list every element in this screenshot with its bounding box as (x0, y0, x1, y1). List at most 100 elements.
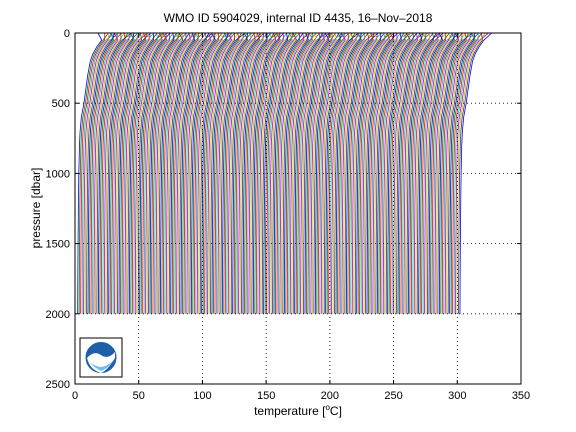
profile-line (199, 32, 233, 314)
profile-line (440, 32, 470, 314)
profile-line (267, 32, 293, 314)
profile-line (360, 32, 386, 314)
profile-line (282, 32, 310, 314)
profile-line (97, 32, 132, 314)
profile-line (214, 32, 240, 314)
profile-line (134, 32, 168, 314)
profile-line (189, 32, 216, 314)
profile-line (136, 32, 164, 314)
profile-line (204, 32, 236, 314)
profile-line (179, 32, 213, 314)
profile-line (456, 32, 486, 314)
profile-line (182, 32, 207, 314)
profile-line (78, 32, 109, 314)
profile-line (242, 33, 268, 314)
profile-line (139, 32, 171, 314)
profile-line (162, 32, 197, 314)
profile-line (233, 32, 262, 314)
profile-line (286, 32, 314, 314)
profile-line (372, 33, 398, 314)
profile-line (437, 33, 463, 314)
profile-line (304, 32, 330, 314)
profile-line (196, 32, 226, 314)
profile-line (294, 32, 323, 314)
profile-line (310, 32, 340, 314)
profile-line (365, 32, 391, 314)
profile-line (81, 32, 116, 314)
profile-line (326, 32, 356, 314)
profile-line (375, 32, 405, 314)
profile-line (92, 32, 119, 314)
profile-line (371, 32, 401, 314)
profile-line (285, 32, 317, 314)
profile-line (193, 33, 219, 314)
profile-line (317, 32, 350, 314)
profile-line (90, 32, 122, 314)
profile-line (276, 32, 311, 314)
profile-line (93, 32, 119, 314)
profile-line (306, 32, 336, 314)
x-axis-label-prefix: temperature [ (254, 404, 326, 418)
y-axis-label: pressure [dbar] (29, 168, 43, 249)
profile-line (109, 32, 135, 314)
profile-line (145, 33, 171, 314)
profile-line (130, 32, 165, 314)
profile-line (379, 32, 408, 314)
profile-line (249, 32, 278, 314)
profile-line (273, 32, 304, 314)
profile-line (459, 32, 492, 314)
profile-line (241, 32, 272, 314)
profile-line (120, 32, 148, 314)
profile-line (430, 32, 455, 314)
profile-line (272, 32, 298, 314)
profile-line (236, 32, 268, 314)
profile-line (105, 32, 131, 314)
profile-line (314, 32, 343, 314)
profile-line (213, 32, 242, 314)
profile-line (127, 32, 158, 314)
profile-line (207, 32, 233, 314)
profile-line (254, 32, 281, 314)
profile-line (121, 32, 147, 314)
profile-line (444, 32, 473, 314)
profile-line (77, 32, 103, 314)
profile-line (450, 32, 476, 314)
profile-line (382, 32, 414, 314)
profile-line (112, 33, 138, 314)
profile-line (300, 32, 326, 314)
profile-line (94, 32, 125, 314)
profile-line (409, 32, 435, 314)
profile-line (297, 32, 330, 314)
profile-line (291, 33, 317, 314)
profile-line (295, 32, 321, 314)
profile-line (289, 32, 320, 314)
profile-line (353, 32, 379, 314)
profile-line (165, 32, 191, 314)
profile-line (235, 32, 261, 314)
profile-line (84, 32, 110, 314)
profile-line (298, 32, 327, 314)
profile-line (458, 32, 483, 314)
profile-line (323, 33, 349, 314)
profile-line (363, 32, 392, 314)
profile-line (202, 32, 228, 314)
profile-line (385, 32, 411, 314)
profile-line (187, 32, 220, 314)
x-tick-label: 100 (193, 390, 211, 402)
profile-line (263, 32, 289, 314)
profile-line (422, 32, 457, 314)
profile-line (198, 32, 224, 314)
profile-line (176, 32, 207, 314)
profile-line (313, 32, 346, 314)
profile-line (407, 32, 437, 314)
profile-line (453, 33, 479, 314)
x-tick-label: 250 (384, 390, 402, 402)
profile-line (167, 32, 200, 314)
y-tick-label: 1500 (46, 239, 70, 251)
profile-line (278, 32, 307, 314)
profile-line (205, 32, 232, 314)
profile-line (117, 32, 143, 314)
profile-line (373, 32, 408, 314)
profile-line (342, 32, 372, 314)
profile-line (421, 33, 447, 314)
